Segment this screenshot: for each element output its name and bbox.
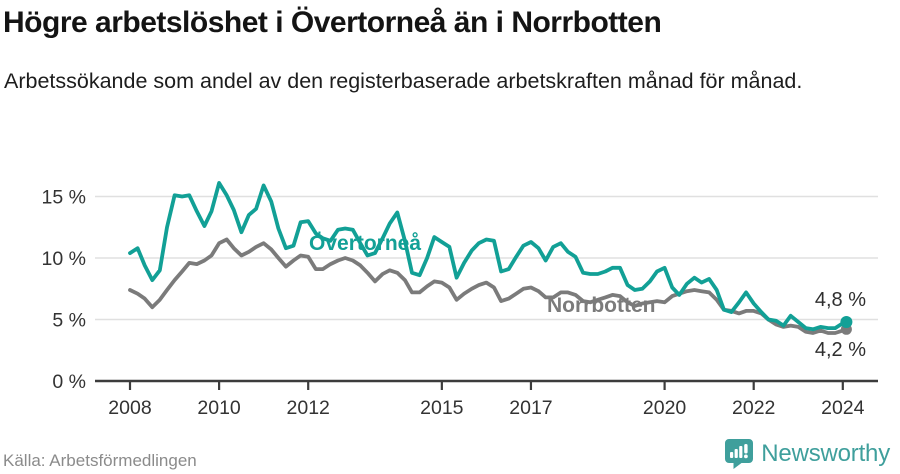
end-value-label-norrbotten: 4,2 % <box>814 339 866 361</box>
x-tick-label: 2020 <box>643 397 687 419</box>
end-value-label-overtornea: 4,8 % <box>814 289 866 311</box>
x-tick-label: 2012 <box>287 397 330 419</box>
brand-name: Newsworthy <box>761 439 890 467</box>
y-tick-label: 10 % <box>42 248 86 270</box>
chart-line-vertorne <box>128 181 849 332</box>
y-tick-label: 5 % <box>52 310 86 332</box>
series-label-norrbotten: Norrbotten <box>547 294 656 317</box>
brand-logo: Newsworthy <box>724 438 890 469</box>
y-tick-label: 15 % <box>42 187 86 209</box>
page-subtitle: Arbetssökande som andel av den registerb… <box>4 69 803 93</box>
page-title: Högre arbetslöshet i Övertorneå än i Nor… <box>3 6 662 39</box>
x-tick-label: 2024 <box>821 397 865 419</box>
source-note: Källa: Arbetsförmedlingen <box>3 451 197 470</box>
x-tick-label: 2008 <box>108 397 151 419</box>
series-label-overtornea: Övertorneå <box>309 232 422 255</box>
newsworthy-icon <box>725 439 754 469</box>
y-tick-label: 0 % <box>52 371 86 393</box>
x-tick-label: 2015 <box>420 397 464 419</box>
x-tick-label: 2017 <box>509 397 552 419</box>
x-tick-label: 2022 <box>732 397 775 419</box>
end-dot-vertorne <box>840 316 853 328</box>
x-tick-label: 2010 <box>197 397 241 419</box>
